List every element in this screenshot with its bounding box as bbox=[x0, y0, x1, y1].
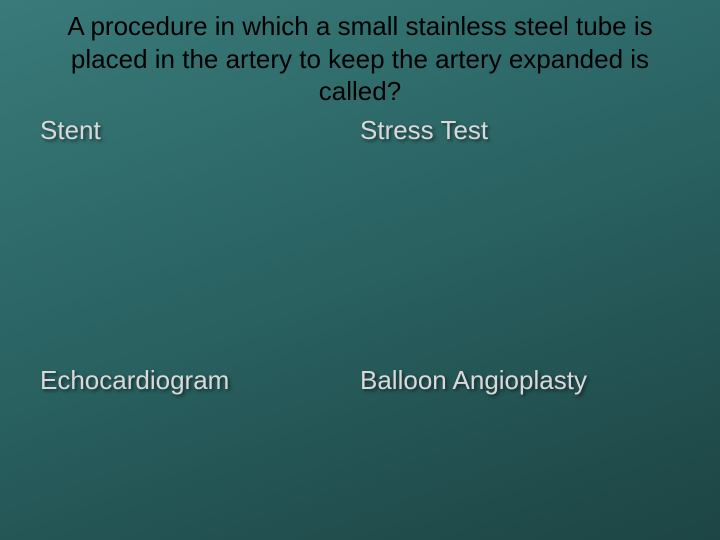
answer-option-bottom-left[interactable]: Echocardiogram bbox=[40, 364, 340, 397]
quiz-slide: A procedure in which a small stainless s… bbox=[0, 0, 720, 540]
answer-option-top-left[interactable]: Stent bbox=[40, 114, 340, 147]
answers-grid: Stent Stress Test Echocardiogram Balloon… bbox=[30, 114, 690, 494]
question-text: A procedure in which a small stainless s… bbox=[40, 10, 680, 108]
answer-option-top-right[interactable]: Stress Test bbox=[360, 114, 680, 147]
answer-option-bottom-right[interactable]: Balloon Angioplasty bbox=[360, 364, 680, 397]
